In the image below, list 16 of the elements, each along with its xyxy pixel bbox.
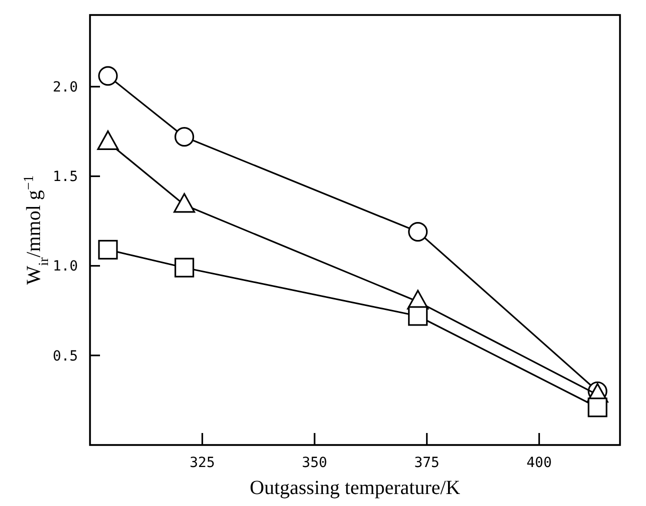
x-tick-label: 325 xyxy=(190,455,215,471)
x-axis-title: Outgassing temperature/K xyxy=(250,477,461,499)
y-tick-label: 2.0 xyxy=(52,80,78,96)
point xyxy=(408,306,428,326)
x-tick-label: 375 xyxy=(414,455,440,471)
point xyxy=(408,222,428,242)
point xyxy=(174,127,194,147)
point xyxy=(174,258,194,278)
y-tick-label: 0.5 xyxy=(52,348,78,364)
point xyxy=(588,398,608,418)
x-tick-label: 400 xyxy=(526,455,552,471)
point xyxy=(98,66,118,86)
y-tick-label: 1.5 xyxy=(52,169,78,186)
x-tick-label: 350 xyxy=(302,455,328,471)
y-tick-label: 1.0 xyxy=(52,258,78,275)
point xyxy=(98,240,118,260)
